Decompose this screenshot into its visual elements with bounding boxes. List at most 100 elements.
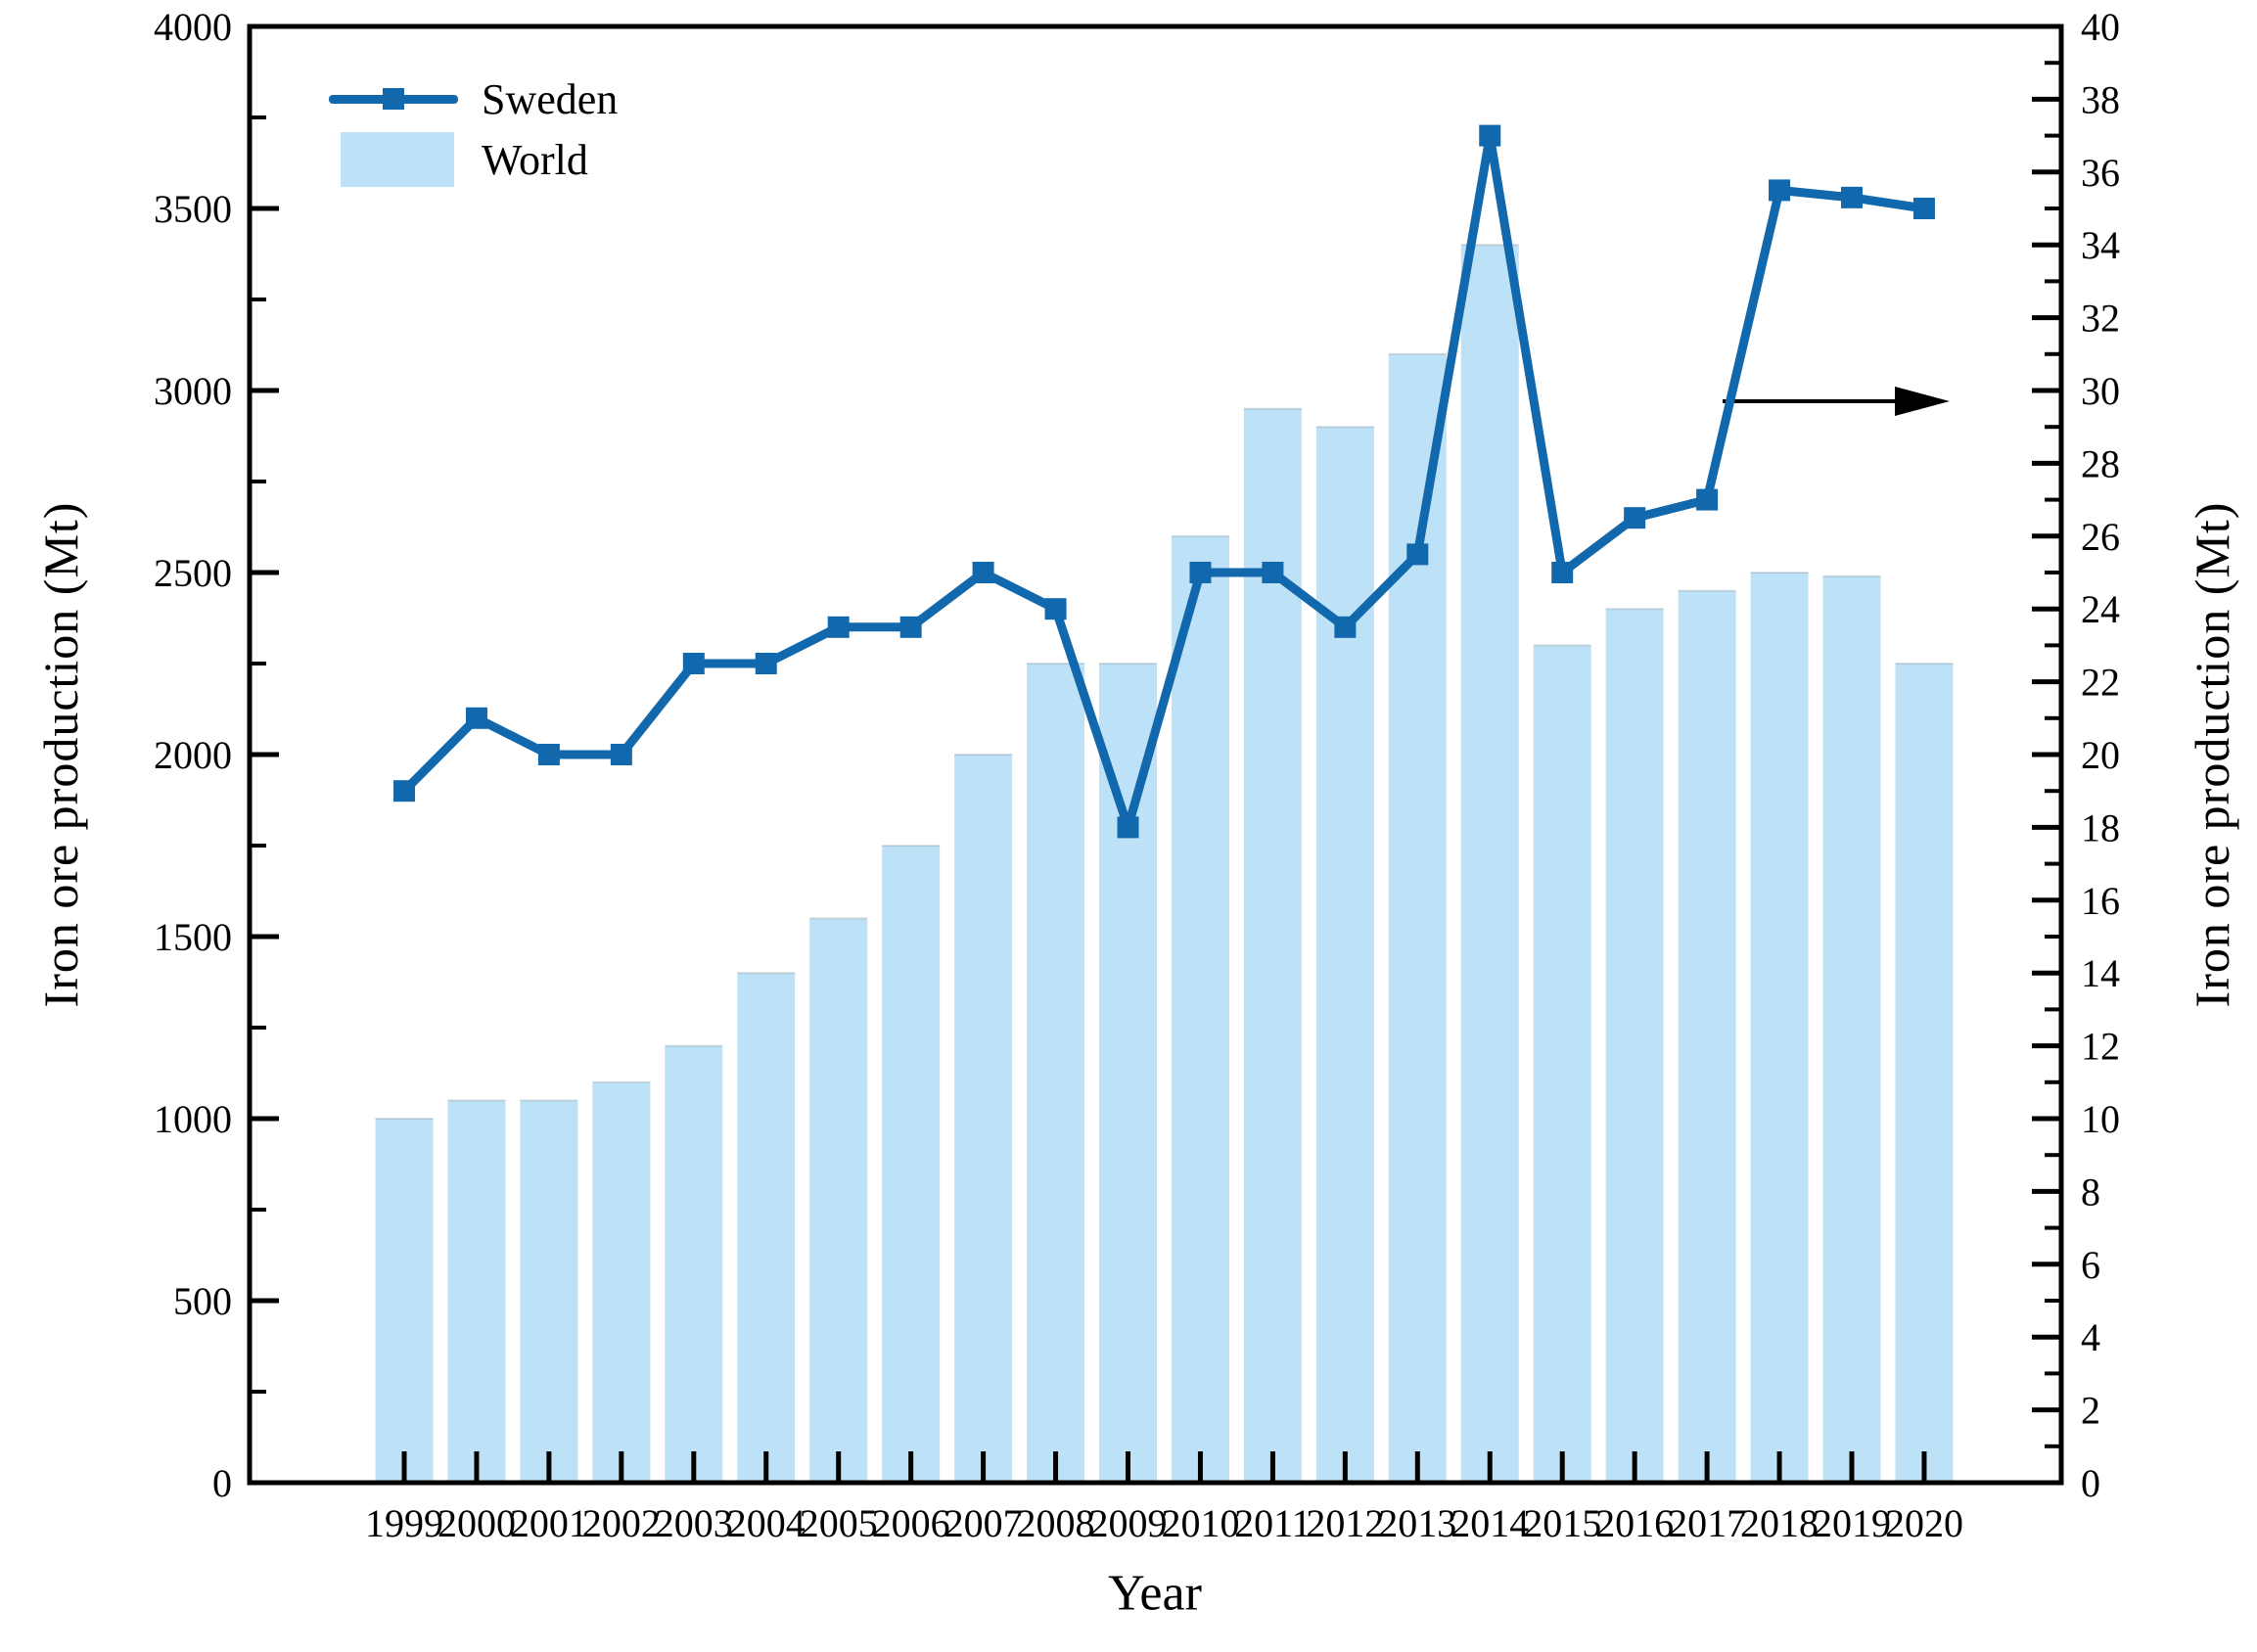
- x-tick-label-2007: 2007: [944, 1501, 1023, 1545]
- legend-line-swatch: [329, 88, 458, 110]
- x-tick-label-2018: 2018: [1740, 1501, 1819, 1545]
- bar-2004: [737, 973, 796, 1483]
- left-tick-label-500: 500: [173, 1279, 232, 1323]
- x-tick-label-2016: 2016: [1595, 1501, 1674, 1545]
- sweden-point-2020: [1912, 198, 1935, 219]
- right-tick-label-30: 30: [2081, 369, 2120, 413]
- sweden-point-2000: [465, 707, 487, 729]
- x-tick-label-1999: 1999: [365, 1501, 443, 1545]
- sweden-point-2018: [1769, 179, 1791, 202]
- bar-2000: [447, 1100, 506, 1483]
- legend-item-world: World: [329, 129, 618, 190]
- right-tick-label-14: 14: [2081, 951, 2120, 995]
- bar-2012: [1315, 427, 1374, 1484]
- bar-2017: [1678, 590, 1736, 1483]
- right-tick-label-38: 38: [2081, 77, 2120, 121]
- right-tick-label-40: 40: [2081, 5, 2120, 49]
- bar-2015: [1533, 645, 1591, 1483]
- legend-label-sweden: Sweden: [482, 74, 619, 123]
- x-tick-label-2001: 2001: [510, 1501, 588, 1545]
- right-tick-label-10: 10: [2081, 1097, 2120, 1141]
- x-tick-label-2002: 2002: [582, 1501, 661, 1545]
- legend-label-world: World: [482, 135, 588, 184]
- sweden-point-2011: [1262, 562, 1284, 583]
- bar-2009: [1099, 664, 1157, 1483]
- sweden-point-2009: [1117, 816, 1139, 839]
- bar-2001: [520, 1100, 578, 1483]
- right-tick-label-20: 20: [2081, 733, 2120, 777]
- x-tick-label-2017: 2017: [1668, 1501, 1746, 1545]
- x-tick-label-2013: 2013: [1378, 1501, 1456, 1545]
- plot-frame: [247, 23, 2064, 1486]
- left-tick-label-0: 0: [212, 1461, 232, 1505]
- right-tick-label-26: 26: [2081, 515, 2120, 559]
- bar-1999: [375, 1119, 434, 1483]
- right-tick-label-24: 24: [2081, 587, 2120, 631]
- right-tick-label-16: 16: [2081, 879, 2120, 923]
- right-tick-label-36: 36: [2081, 151, 2120, 195]
- sweden-point-2004: [755, 653, 777, 674]
- sweden-line: [400, 131, 1925, 832]
- bar-2016: [1605, 609, 1664, 1483]
- right-axis-title: Iron ore production (Mt): [2185, 501, 2239, 1008]
- sweden-point-2019: [1841, 186, 1863, 208]
- right-tick-label-12: 12: [2081, 1025, 2120, 1069]
- bar-2005: [809, 918, 868, 1483]
- bar-2010: [1171, 535, 1229, 1483]
- x-tick-label-2000: 2000: [438, 1501, 516, 1545]
- legend-bar-swatch: [341, 132, 454, 187]
- x-tick-label-2011: 2011: [1234, 1501, 1312, 1545]
- sweden-point-2014: [1479, 124, 1501, 147]
- left-tick-label-2500: 2500: [154, 551, 232, 595]
- sweden-point-2003: [682, 653, 705, 674]
- x-tick-label-2012: 2012: [1306, 1501, 1384, 1545]
- x-tick-label-2005: 2005: [800, 1501, 878, 1545]
- right-tick-label-28: 28: [2081, 441, 2120, 485]
- sweden-point-2013: [1406, 543, 1429, 566]
- bar-2013: [1388, 353, 1447, 1483]
- x-tick-label-2009: 2009: [1089, 1501, 1168, 1545]
- bar-2006: [882, 846, 941, 1483]
- x-tick-label-2019: 2019: [1813, 1501, 1891, 1545]
- bar-2019: [1822, 575, 1881, 1483]
- right-tick-label-8: 8: [2081, 1170, 2100, 1214]
- sweden-point-2005: [827, 616, 850, 638]
- bar-2007: [954, 755, 1013, 1483]
- left-tick-label-4000: 4000: [154, 5, 232, 49]
- left-tick-label-1000: 1000: [154, 1097, 232, 1141]
- bar-2018: [1750, 573, 1809, 1483]
- x-axis-title: Year: [1108, 1565, 1202, 1622]
- sweden-point-2016: [1624, 507, 1646, 529]
- right-tick-label-0: 0: [2081, 1461, 2100, 1505]
- sweden-point-2001: [537, 744, 560, 765]
- x-tick-label-2010: 2010: [1161, 1501, 1239, 1545]
- right-tick-label-18: 18: [2081, 805, 2120, 849]
- x-tick-label-2014: 2014: [1451, 1501, 1529, 1545]
- bar-2020: [1895, 664, 1954, 1483]
- bar-2014: [1460, 245, 1519, 1484]
- bar-2003: [665, 1045, 723, 1483]
- left-axis-title: Iron ore production (Mt): [33, 501, 88, 1008]
- sweden-point-2002: [610, 744, 632, 765]
- sweden-point-2007: [972, 562, 994, 583]
- right-tick-label-32: 32: [2081, 297, 2120, 341]
- legend-item-sweden: Sweden: [329, 69, 618, 129]
- legend: Sweden World: [329, 69, 618, 190]
- x-tick-label-2004: 2004: [727, 1501, 806, 1545]
- bar-2002: [592, 1081, 651, 1483]
- sweden-point-2015: [1551, 562, 1574, 583]
- x-tick-label-2008: 2008: [1017, 1501, 1095, 1545]
- right-tick-label-34: 34: [2081, 223, 2120, 267]
- sweden-point-1999: [393, 780, 415, 803]
- x-tick-label-2006: 2006: [872, 1501, 950, 1545]
- sweden-point-2008: [1044, 598, 1067, 620]
- left-tick-label-1500: 1500: [154, 915, 232, 959]
- left-tick-label-3500: 3500: [154, 187, 232, 231]
- legend-line-marker-icon: [383, 88, 404, 110]
- left-tick-label-3000: 3000: [154, 369, 232, 413]
- x-tick-label-2003: 2003: [655, 1501, 733, 1545]
- right-tick-label-4: 4: [2081, 1315, 2100, 1359]
- sweden-point-2010: [1189, 562, 1212, 583]
